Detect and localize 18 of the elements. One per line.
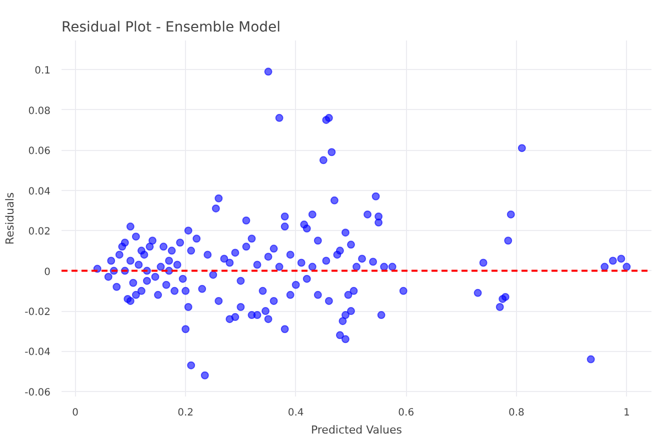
y-tick-label: -0.06 [24,387,50,398]
x-tick-label: 0.8 [508,408,524,418]
chart-title: Residual Plot - Ensemble Model [62,20,281,36]
y-tick-label: -0.04 [24,347,50,358]
x-axis-title: Predicted Values [310,424,402,436]
y-tick-label: 0.02 [28,226,50,238]
x-tick-label: 0.4 [288,408,304,418]
y-axis-title: Residuals [4,192,17,245]
x-tick-label: 0.6 [398,408,414,418]
y-tick-label: -0.02 [24,307,50,318]
y-tick-label: 0.1 [34,66,51,77]
x-tick-label: 0.2 [178,408,194,418]
y-tick-label: 0 [44,266,51,278]
y-tick-label: 0.06 [28,146,50,158]
y-tick-label: 0.08 [28,106,50,117]
y-tick-label: 0.04 [28,186,50,198]
x-tick-label: 1 [624,408,630,418]
x-tick-label: 0 [72,408,78,418]
